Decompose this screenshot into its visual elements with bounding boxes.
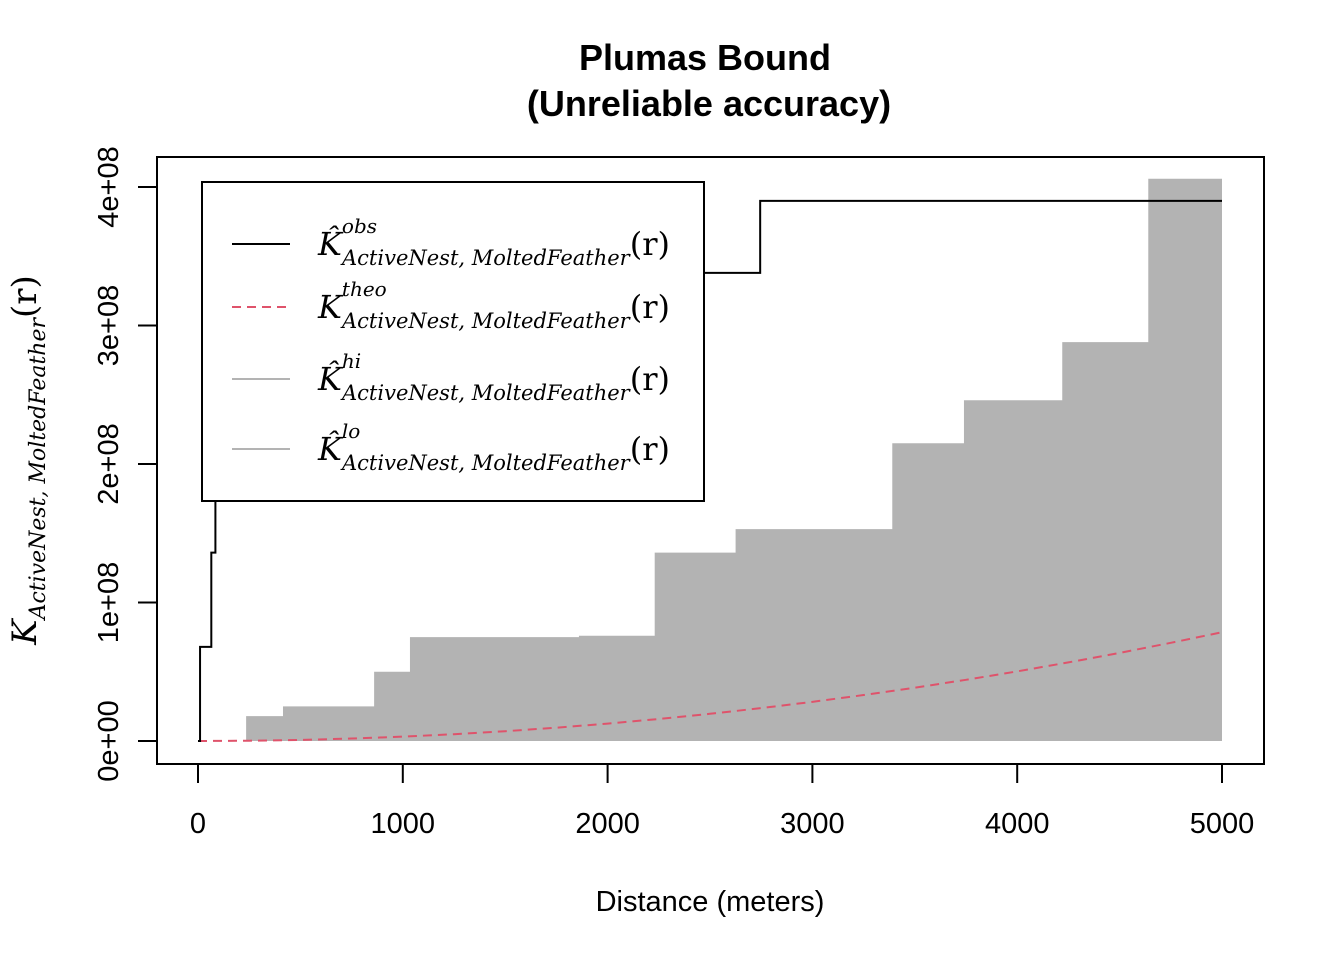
legend-label-obs: K̂obs ActiveNest, MoltedFeather(r) [317,214,670,270]
y-axis: 0e+00 1e+08 2e+08 3e+08 4e+08 [93,146,158,782]
y-tick-label: 4e+08 [93,146,125,227]
y-axis-label-argument: (r) [5,275,45,318]
legend-label-hi: K̂hi ActiveNest, MoltedFeather(r) [317,349,670,405]
y-tick-label: 2e+08 [93,423,125,504]
chart-subtitle: (Unreliable accuracy) [527,83,891,124]
x-tick-label: 0 [190,808,206,840]
y-axis-label-main: K [5,617,45,646]
legend-label-theo: Ktheo ActiveNest, MoltedFeather(r) [317,277,670,333]
series-line-theo [197,631,1223,742]
legend-box [201,181,705,502]
y-tick-label: 0e+00 [93,700,125,781]
legend: K̂obs ActiveNest, MoltedFeather(r) Ktheo Ac… [201,181,705,502]
y-axis-label-subscript: ActiveNest, MoltedFeather [26,317,51,622]
x-tick-label: 2000 [575,808,640,840]
y-tick-label: 1e+08 [93,562,125,643]
svg-text:KActiveNest, MoltedFeather(r): KActiveNest, MoltedFeather(r) [5,275,51,646]
x-tick-label: 4000 [985,808,1050,840]
x-tick-label: 1000 [371,808,436,840]
x-axis: 0 1000 2000 3000 4000 5000 [190,763,1255,840]
y-tick-label: 3e+08 [93,285,125,366]
x-axis-label: Distance (meters) [596,886,825,918]
legend-label-lo: K̂lo ActiveNest, MoltedFeather(r) [317,419,670,475]
chart-title: Plumas Bound [579,37,831,78]
y-axis-label: KActiveNest, MoltedFeather(r) [5,275,51,646]
x-tick-label: 5000 [1190,808,1255,840]
envelope-band [198,178,1222,741]
envelope-band-layer [198,178,1222,741]
x-tick-label: 3000 [780,808,845,840]
